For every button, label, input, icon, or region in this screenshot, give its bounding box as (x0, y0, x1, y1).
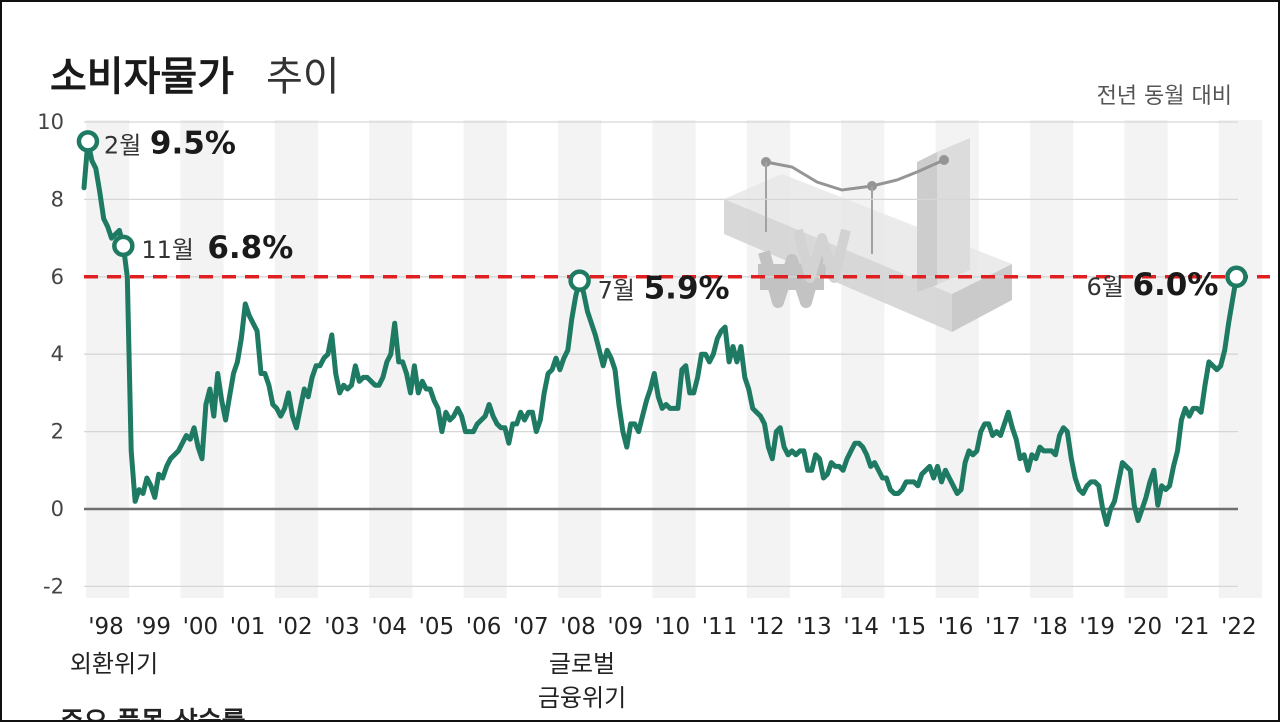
x-tick-label: '19 (1079, 614, 1115, 640)
x-tick-label: '11 (702, 614, 738, 640)
cpi-series-line (81, 138, 1239, 527)
annotation-month: 7월 (598, 277, 635, 305)
event-label: 외환위기 (70, 650, 158, 678)
y-tick-label: 10 (37, 110, 64, 134)
annotation-value: 6.0% (1132, 267, 1218, 303)
annotation-value: 6.8% (207, 230, 293, 266)
year-stripe (274, 120, 318, 598)
y-tick-label: 0 (51, 497, 64, 521)
annotation-month: 6월 (1086, 273, 1123, 301)
x-tick-label: '09 (607, 614, 643, 640)
year-stripe (1218, 120, 1262, 598)
peak-annotations: 2월 9.5% 11월 6.8% 7월 5.9% 6월 6.0% (76, 125, 1248, 307)
annotation-month: 2월 (104, 131, 141, 159)
event-label: 글로벌 (549, 650, 615, 678)
event-label: 금융위기 (538, 684, 626, 712)
x-tick-label: '12 (749, 614, 785, 640)
annotation-marker (1225, 265, 1248, 289)
x-tick-label: '15 (891, 614, 927, 640)
x-tick-label: '00 (183, 614, 219, 640)
x-tick-label: '17 (985, 614, 1021, 640)
y-tick-label: -2 (43, 574, 64, 598)
y-tick-label: 2 (51, 420, 64, 444)
x-tick-label: '99 (135, 614, 171, 640)
x-tick-label: '18 (1032, 614, 1068, 640)
won-scale-illustration (724, 138, 1012, 332)
y-tick-label: 4 (51, 342, 64, 366)
x-tick-label: '22 (1221, 614, 1257, 640)
chart-title-rest: 추이 (266, 54, 340, 100)
year-stripe (180, 120, 224, 598)
annotation-marker (76, 130, 100, 153)
annotation-value: 5.9% (644, 271, 730, 307)
x-tick-label: '02 (277, 614, 313, 640)
x-tick-label: '20 (1127, 614, 1163, 640)
year-stripe (841, 120, 885, 598)
y-axis-ticks: 10 8 6 4 2 0 -2 (37, 110, 64, 598)
year-stripe (652, 120, 696, 598)
year-stripe (463, 120, 507, 598)
year-stripe (86, 120, 130, 598)
x-axis-ticks: '98 '99 '00 '01 '02 '03 '04 '05 '06 '07 '08 '09 '10 '… (88, 614, 1256, 640)
chart-title-bold: 소비자물가 (50, 54, 234, 100)
annotation-marker (112, 234, 135, 258)
x-tick-label: '04 (371, 614, 407, 640)
chart-subtitle: 전년 동월 대비 (1097, 84, 1232, 109)
annotation-month: 11월 (141, 236, 194, 264)
x-tick-label: '13 (796, 614, 832, 640)
x-tick-label: '10 (655, 614, 691, 640)
year-stripes (86, 120, 1262, 598)
y-tick-label: 8 (51, 187, 64, 211)
x-tick-label: '98 (88, 614, 124, 640)
x-tick-label: '21 (1174, 614, 1210, 640)
footer-clipped-text: 주요 품목 상승률 (60, 707, 246, 720)
x-tick-label: '07 (513, 614, 549, 640)
annotation-marker (568, 269, 591, 292)
x-tick-label: '03 (324, 614, 360, 640)
x-tick-label: '14 (843, 614, 879, 640)
x-tick-label: '05 (419, 614, 455, 640)
x-tick-label: '06 (466, 614, 502, 640)
annotation-value: 9.5% (150, 125, 236, 161)
year-stripe (1124, 120, 1168, 598)
y-tick-label: 6 (51, 265, 64, 289)
x-tick-label: '01 (230, 614, 266, 640)
year-stripe (1030, 120, 1074, 598)
x-tick-label: '16 (938, 614, 974, 640)
x-tick-label: '08 (560, 614, 596, 640)
